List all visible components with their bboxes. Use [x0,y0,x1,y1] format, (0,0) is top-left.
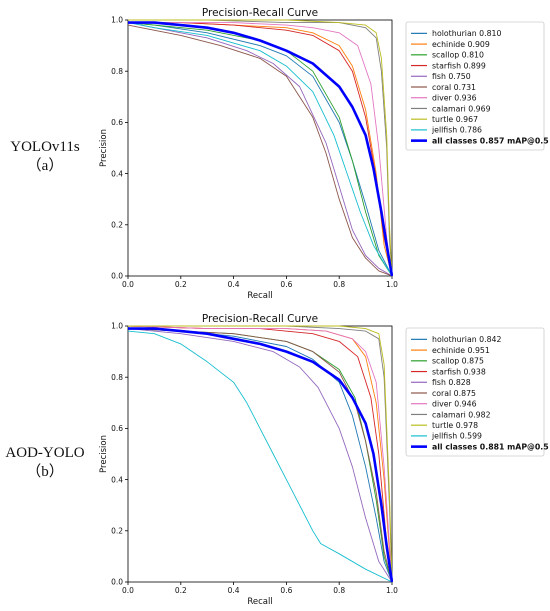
legend-label: scallop 0.875 [432,357,484,366]
y-tick-label: 0.0 [111,578,123,587]
y-axis-label: Precision [99,435,109,473]
legend-label: turtle 0.967 [432,115,478,124]
y-tick-label: 0.8 [111,373,123,382]
legend-label: diver 0.936 [432,94,477,103]
panel-sub-label: （a） [27,157,64,174]
legend-label: turtle 0.978 [432,421,478,430]
legend-label: jellfish 0.599 [431,432,482,441]
legend-label: starfish 0.938 [432,367,486,376]
legend-label: diver 0.946 [432,400,477,409]
legend: holothurian 0.810 echinide 0.909 scallop 0… [405,21,549,151]
series-line-10 [128,327,393,583]
y-tick-label: 1.0 [111,16,123,25]
series-line-10 [128,21,393,277]
x-tick-label: 0.2 [175,280,187,289]
chart-title: Precision-Recall Curve [202,313,318,325]
x-tick-label: 0.4 [228,586,240,595]
y-tick-label: 0.6 [111,118,123,127]
series-line-5 [128,24,393,277]
x-tick-label: 1.0 [386,280,398,289]
series-lines [128,19,393,277]
legend-label: fish 0.828 [432,378,471,387]
series-line-8 [128,19,393,277]
series-line-9 [128,22,393,277]
x-tick-label: 0.6 [280,280,292,289]
x-tick-label: 0.8 [333,280,345,289]
legend-label: holothurian 0.810 [432,29,502,38]
series-line-4 [128,328,393,583]
series-lines [128,325,393,583]
series-line-6 [128,22,393,277]
series-line-0 [128,22,393,277]
legend-label: all classes 0.857 mAP@0.5 [432,136,549,145]
legend-label: jellfish 0.786 [431,126,482,135]
y-tick-label: 0.6 [111,424,123,433]
legend-box [405,327,545,457]
y-tick-label: 1.0 [111,322,123,331]
x-tick-label: 0.8 [333,586,345,595]
legend-box [405,21,545,151]
legend-label: calamari 0.982 [432,410,491,419]
panel-label: AOD-YOLO [5,445,84,461]
x-tick-label: 0.6 [280,586,292,595]
legend-label: coral 0.875 [432,389,476,398]
y-tick-label: 0.4 [111,475,123,484]
panel-sub-label: （b） [26,463,64,480]
chart-title: Precision-Recall Curve [202,7,318,19]
y-tick-label: 0.4 [111,169,123,178]
series-line-8 [128,325,393,583]
series-line-4 [128,22,393,277]
x-tick-label: 0.2 [175,586,187,595]
x-axis-label: Recall [247,597,272,607]
legend-label: coral 0.731 [432,83,476,92]
x-tick-label: 1.0 [386,586,398,595]
y-tick-label: 0.0 [111,272,123,281]
legend-label: starfish 0.899 [432,61,486,70]
x-tick-label: 0.4 [228,280,240,289]
legend-label: calamari 0.969 [432,104,491,113]
series-line-6 [128,325,393,583]
y-tick-label: 0.2 [111,527,123,536]
x-tick-label: 0.0 [122,280,134,289]
series-line-2 [128,22,393,277]
legend-label: holothurian 0.842 [432,335,502,344]
legend-label: echinide 0.951 [432,346,490,355]
series-line-9 [128,330,393,583]
chart-panel-b: AOD-YOLO （b） Precision-Recall Curve 0.0 0.2 0… [5,313,548,607]
y-tick-label: 0.8 [111,67,123,76]
legend: holothurian 0.842 echinide 0.951 scallop 0… [405,327,549,457]
panel-label: YOLOv11s [10,139,80,155]
legend-label: all classes 0.881 mAP@0.5 [432,442,549,451]
x-axis-label: Recall [247,291,272,301]
y-tick-label: 0.2 [111,221,123,230]
legend-label: scallop 0.810 [432,51,484,60]
chart-panel-a: YOLOv11s （a） Precision-Recall Curve 0.0 0.2 0… [10,7,548,301]
legend-label: echinide 0.909 [432,40,490,49]
plot-area [127,325,393,583]
legend-label: fish 0.750 [432,72,471,81]
y-axis-label: Precision [99,129,109,167]
series-line-5 [128,328,393,583]
x-tick-label: 0.0 [122,586,134,595]
